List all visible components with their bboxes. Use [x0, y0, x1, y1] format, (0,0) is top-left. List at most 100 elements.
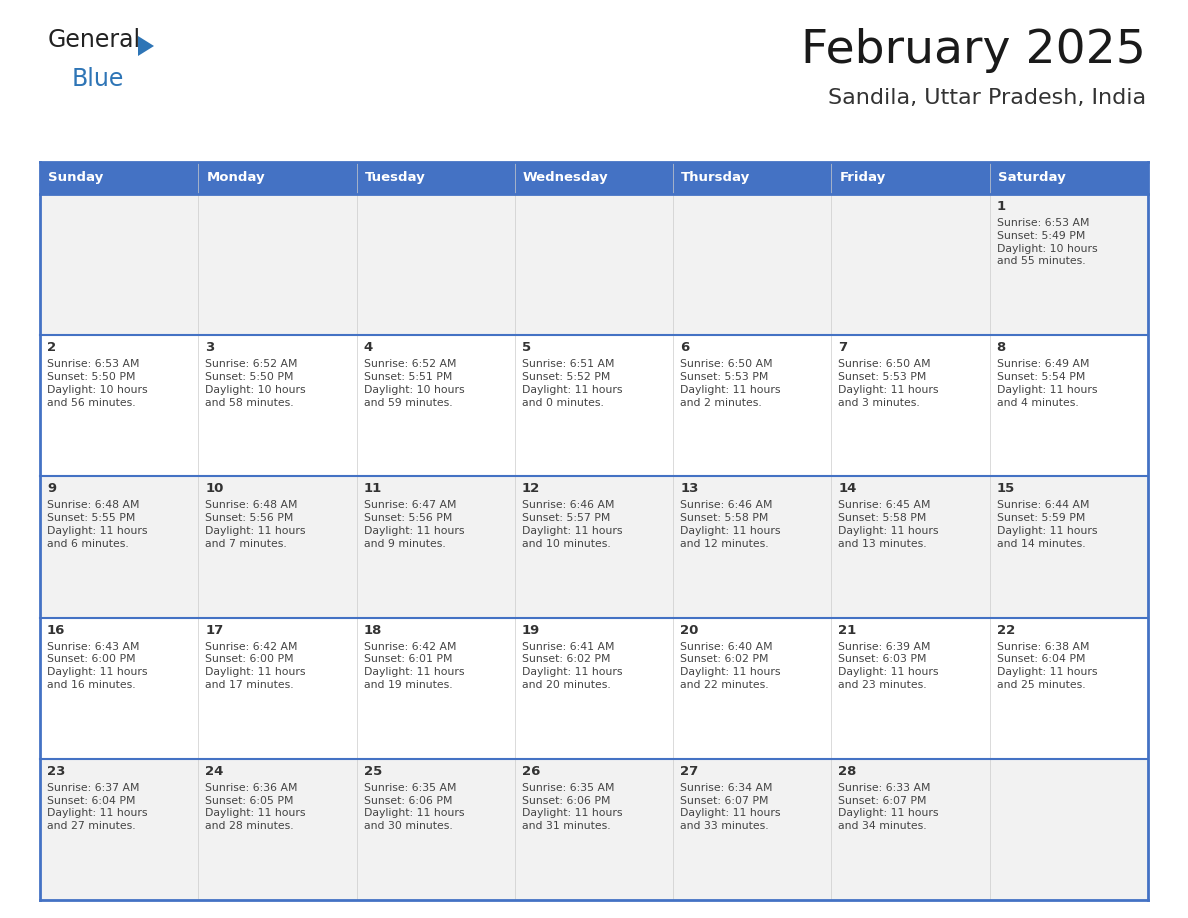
Bar [990, 476, 1148, 618]
Text: 12: 12 [522, 482, 541, 496]
Bar [832, 759, 990, 900]
Text: 3: 3 [206, 341, 215, 354]
Bar [990, 335, 1148, 476]
Bar [198, 194, 356, 335]
Text: 25: 25 [364, 765, 381, 778]
Text: 26: 26 [522, 765, 541, 778]
Bar [832, 335, 990, 476]
Text: General: General [48, 28, 141, 52]
Text: Sunrise: 6:35 AM
Sunset: 6:06 PM
Daylight: 11 hours
and 31 minutes.: Sunrise: 6:35 AM Sunset: 6:06 PM Dayligh… [522, 783, 623, 831]
Text: 9: 9 [48, 482, 56, 496]
Bar [514, 759, 674, 900]
Bar [674, 759, 832, 900]
Text: 2: 2 [48, 341, 56, 354]
Text: Tuesday: Tuesday [365, 172, 425, 185]
Text: 27: 27 [681, 765, 699, 778]
Text: Monday: Monday [207, 172, 265, 185]
Text: Sunday: Sunday [48, 172, 103, 185]
Bar [198, 162, 356, 194]
Text: Sunrise: 6:41 AM
Sunset: 6:02 PM
Daylight: 11 hours
and 20 minutes.: Sunrise: 6:41 AM Sunset: 6:02 PM Dayligh… [522, 642, 623, 690]
Bar [40, 335, 198, 476]
Bar [514, 476, 674, 618]
Bar [356, 476, 514, 618]
Bar [832, 194, 990, 335]
Bar [356, 335, 514, 476]
Text: Sunrise: 6:34 AM
Sunset: 6:07 PM
Daylight: 11 hours
and 33 minutes.: Sunrise: 6:34 AM Sunset: 6:07 PM Dayligh… [681, 783, 781, 831]
Text: Saturday: Saturday [998, 172, 1066, 185]
Text: 20: 20 [681, 623, 699, 636]
Bar [40, 162, 198, 194]
Bar [198, 759, 356, 900]
Text: 11: 11 [364, 482, 381, 496]
Text: Sunrise: 6:42 AM
Sunset: 6:00 PM
Daylight: 11 hours
and 17 minutes.: Sunrise: 6:42 AM Sunset: 6:00 PM Dayligh… [206, 642, 305, 690]
Text: Sunrise: 6:52 AM
Sunset: 5:51 PM
Daylight: 10 hours
and 59 minutes.: Sunrise: 6:52 AM Sunset: 5:51 PM Dayligh… [364, 359, 465, 408]
Text: Friday: Friday [840, 172, 886, 185]
Text: 17: 17 [206, 623, 223, 636]
Text: Sunrise: 6:37 AM
Sunset: 6:04 PM
Daylight: 11 hours
and 27 minutes.: Sunrise: 6:37 AM Sunset: 6:04 PM Dayligh… [48, 783, 147, 831]
Text: 18: 18 [364, 623, 383, 636]
Text: Sunrise: 6:45 AM
Sunset: 5:58 PM
Daylight: 11 hours
and 13 minutes.: Sunrise: 6:45 AM Sunset: 5:58 PM Dayligh… [839, 500, 939, 549]
Bar [832, 618, 990, 759]
Text: Sunrise: 6:44 AM
Sunset: 5:59 PM
Daylight: 11 hours
and 14 minutes.: Sunrise: 6:44 AM Sunset: 5:59 PM Dayligh… [997, 500, 1098, 549]
Text: Sandila, Uttar Pradesh, India: Sandila, Uttar Pradesh, India [828, 88, 1146, 108]
Text: Sunrise: 6:47 AM
Sunset: 5:56 PM
Daylight: 11 hours
and 9 minutes.: Sunrise: 6:47 AM Sunset: 5:56 PM Dayligh… [364, 500, 465, 549]
Text: Sunrise: 6:33 AM
Sunset: 6:07 PM
Daylight: 11 hours
and 34 minutes.: Sunrise: 6:33 AM Sunset: 6:07 PM Dayligh… [839, 783, 939, 831]
Bar [356, 759, 514, 900]
Bar [198, 476, 356, 618]
Bar [40, 618, 198, 759]
Text: Sunrise: 6:53 AM
Sunset: 5:49 PM
Daylight: 10 hours
and 55 minutes.: Sunrise: 6:53 AM Sunset: 5:49 PM Dayligh… [997, 218, 1098, 266]
Bar [198, 335, 356, 476]
Text: 16: 16 [48, 623, 65, 636]
Text: Blue: Blue [72, 67, 125, 91]
Bar [356, 162, 514, 194]
Text: 10: 10 [206, 482, 223, 496]
Text: 24: 24 [206, 765, 223, 778]
Bar [674, 476, 832, 618]
Text: Sunrise: 6:49 AM
Sunset: 5:54 PM
Daylight: 11 hours
and 4 minutes.: Sunrise: 6:49 AM Sunset: 5:54 PM Dayligh… [997, 359, 1098, 408]
Text: 22: 22 [997, 623, 1015, 636]
Text: Sunrise: 6:35 AM
Sunset: 6:06 PM
Daylight: 11 hours
and 30 minutes.: Sunrise: 6:35 AM Sunset: 6:06 PM Dayligh… [364, 783, 465, 831]
Bar [990, 194, 1148, 335]
Bar [514, 194, 674, 335]
Text: Sunrise: 6:43 AM
Sunset: 6:00 PM
Daylight: 11 hours
and 16 minutes.: Sunrise: 6:43 AM Sunset: 6:00 PM Dayligh… [48, 642, 147, 690]
Text: Thursday: Thursday [681, 172, 751, 185]
Bar [514, 335, 674, 476]
Text: Sunrise: 6:52 AM
Sunset: 5:50 PM
Daylight: 10 hours
and 58 minutes.: Sunrise: 6:52 AM Sunset: 5:50 PM Dayligh… [206, 359, 307, 408]
Bar [990, 162, 1148, 194]
Text: Sunrise: 6:46 AM
Sunset: 5:57 PM
Daylight: 11 hours
and 10 minutes.: Sunrise: 6:46 AM Sunset: 5:57 PM Dayligh… [522, 500, 623, 549]
Text: February 2025: February 2025 [801, 28, 1146, 73]
Bar [356, 194, 514, 335]
Text: 15: 15 [997, 482, 1015, 496]
Text: 6: 6 [681, 341, 689, 354]
Bar [40, 759, 198, 900]
Text: Sunrise: 6:36 AM
Sunset: 6:05 PM
Daylight: 11 hours
and 28 minutes.: Sunrise: 6:36 AM Sunset: 6:05 PM Dayligh… [206, 783, 305, 831]
Text: 1: 1 [997, 200, 1006, 213]
Text: 28: 28 [839, 765, 857, 778]
Bar [832, 162, 990, 194]
Text: Sunrise: 6:51 AM
Sunset: 5:52 PM
Daylight: 11 hours
and 0 minutes.: Sunrise: 6:51 AM Sunset: 5:52 PM Dayligh… [522, 359, 623, 408]
Bar [990, 618, 1148, 759]
Bar [674, 618, 832, 759]
Text: Sunrise: 6:53 AM
Sunset: 5:50 PM
Daylight: 10 hours
and 56 minutes.: Sunrise: 6:53 AM Sunset: 5:50 PM Dayligh… [48, 359, 147, 408]
Text: 23: 23 [48, 765, 65, 778]
Text: Sunrise: 6:48 AM
Sunset: 5:56 PM
Daylight: 11 hours
and 7 minutes.: Sunrise: 6:48 AM Sunset: 5:56 PM Dayligh… [206, 500, 305, 549]
Text: Sunrise: 6:40 AM
Sunset: 6:02 PM
Daylight: 11 hours
and 22 minutes.: Sunrise: 6:40 AM Sunset: 6:02 PM Dayligh… [681, 642, 781, 690]
Bar [514, 162, 674, 194]
Bar [832, 476, 990, 618]
Text: 21: 21 [839, 623, 857, 636]
Text: Sunrise: 6:50 AM
Sunset: 5:53 PM
Daylight: 11 hours
and 2 minutes.: Sunrise: 6:50 AM Sunset: 5:53 PM Dayligh… [681, 359, 781, 408]
Polygon shape [138, 36, 154, 56]
Text: 4: 4 [364, 341, 373, 354]
Bar [514, 618, 674, 759]
Text: Sunrise: 6:42 AM
Sunset: 6:01 PM
Daylight: 11 hours
and 19 minutes.: Sunrise: 6:42 AM Sunset: 6:01 PM Dayligh… [364, 642, 465, 690]
Text: Sunrise: 6:48 AM
Sunset: 5:55 PM
Daylight: 11 hours
and 6 minutes.: Sunrise: 6:48 AM Sunset: 5:55 PM Dayligh… [48, 500, 147, 549]
Text: 14: 14 [839, 482, 857, 496]
Text: Sunrise: 6:46 AM
Sunset: 5:58 PM
Daylight: 11 hours
and 12 minutes.: Sunrise: 6:46 AM Sunset: 5:58 PM Dayligh… [681, 500, 781, 549]
Text: 7: 7 [839, 341, 847, 354]
Bar [990, 759, 1148, 900]
Text: 8: 8 [997, 341, 1006, 354]
Text: 13: 13 [681, 482, 699, 496]
Bar [674, 194, 832, 335]
Text: 19: 19 [522, 623, 541, 636]
Text: Sunrise: 6:38 AM
Sunset: 6:04 PM
Daylight: 11 hours
and 25 minutes.: Sunrise: 6:38 AM Sunset: 6:04 PM Dayligh… [997, 642, 1098, 690]
